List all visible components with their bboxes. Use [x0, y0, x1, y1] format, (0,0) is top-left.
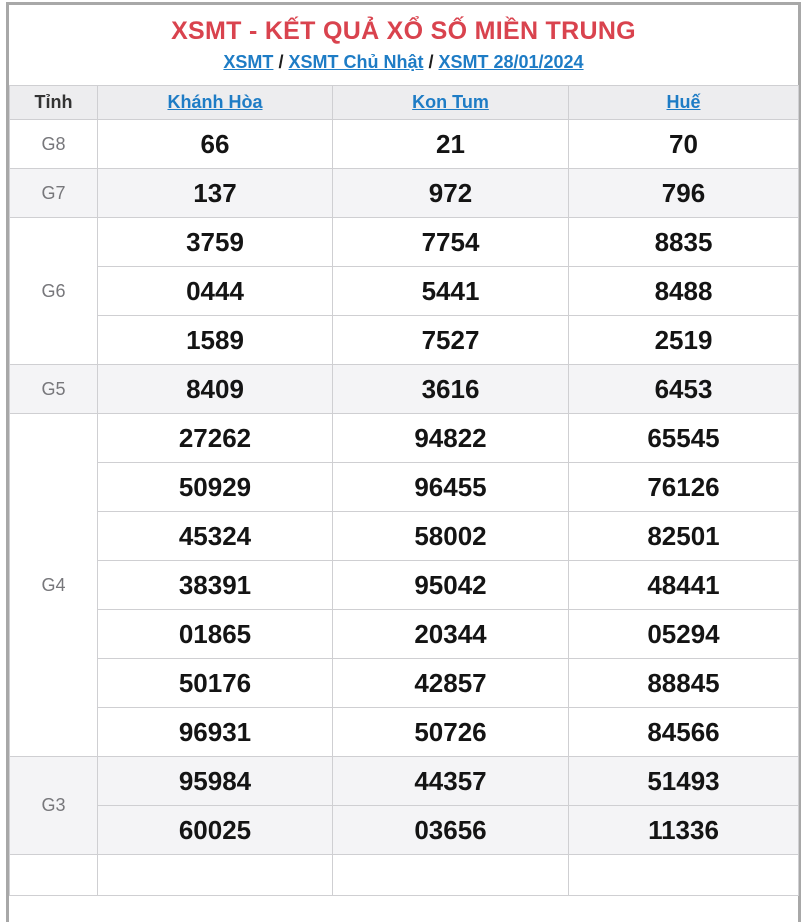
table-row: 50176 42857 88845: [10, 658, 799, 708]
table-row: G8 66 21 70: [9, 119, 799, 169]
result-number: 95984: [97, 756, 333, 806]
result-number: 45324: [97, 511, 333, 561]
result-number: 76126: [568, 462, 799, 512]
province-header: Kon Tum: [332, 85, 569, 120]
result-number: 65545: [568, 413, 799, 463]
province-header: Huế: [568, 85, 799, 120]
result-number: 796: [568, 168, 799, 218]
province-link[interactable]: Huế: [666, 92, 701, 112]
result-number: 1589: [97, 315, 333, 365]
results-table: Tỉnh Khánh Hòa Kon Tum Huế G8 66 21 70 G7 137 97…: [9, 85, 799, 896]
result-number: 70: [568, 119, 799, 169]
result-number: 6453: [568, 364, 799, 414]
table-row: 60025 03656 11336: [10, 805, 799, 855]
prize-label: G8: [9, 119, 98, 169]
table-header-row: Tỉnh Khánh Hòa Kon Tum Huế: [9, 85, 799, 120]
result-number: 8835: [568, 217, 799, 267]
result-number: 7754: [332, 217, 569, 267]
breadcrumb-separator: /: [428, 52, 434, 72]
table-row: G6 3759 7754 8835: [9, 217, 799, 365]
province-link[interactable]: Kon Tum: [412, 92, 489, 112]
result-number: 0444: [97, 266, 333, 316]
breadcrumb-separator: /: [278, 52, 284, 72]
result-number: 60025: [97, 805, 333, 855]
result-number: [332, 854, 569, 896]
result-number: 8488: [568, 266, 799, 316]
result-number: 7527: [332, 315, 569, 365]
result-number: 96931: [97, 707, 333, 757]
table-row: 50929 96455 76126: [10, 462, 799, 512]
prize-label: [9, 854, 98, 896]
result-number: 50929: [97, 462, 333, 512]
result-number: 01865: [97, 609, 333, 659]
result-number: 137: [97, 168, 333, 218]
page-frame: XSMT - KẾT QUẢ XỔ SỐ MIỀN TRUNG XSMT / XSM…: [6, 2, 801, 922]
result-number: 94822: [332, 413, 569, 463]
table-row: G7 137 972 796: [9, 168, 799, 218]
table-row: 45324 58002 82501: [10, 511, 799, 561]
result-number: 05294: [568, 609, 799, 659]
result-number: 95042: [332, 560, 569, 610]
result-number: 42857: [332, 658, 569, 708]
result-number: 50726: [332, 707, 569, 757]
table-row: G4 27262 94822 65545: [9, 413, 799, 757]
table-row: 38391 95042 48441: [10, 560, 799, 610]
result-number: [568, 854, 799, 896]
result-number: [97, 854, 333, 896]
result-number: 38391: [97, 560, 333, 610]
result-number: 03656: [332, 805, 569, 855]
page-title: XSMT - KẾT QUẢ XỔ SỐ MIỀN TRUNG: [171, 17, 636, 45]
province-column-header: Tỉnh: [9, 85, 98, 120]
breadcrumb-link-date[interactable]: XSMT 28/01/2024: [438, 52, 584, 72]
table-row: 96931 50726 84566: [10, 707, 799, 757]
result-number: 21: [332, 119, 569, 169]
result-number: 3759: [97, 217, 333, 267]
prize-label: G4: [9, 413, 98, 757]
prize-label: G6: [9, 217, 98, 365]
table-row: 0444 5441 8488: [10, 266, 799, 316]
result-number: 66: [97, 119, 333, 169]
result-number: 20344: [332, 609, 569, 659]
prize-label: G7: [9, 168, 98, 218]
result-number: 8409: [97, 364, 333, 414]
table-row: G3 95984 44357 51493: [9, 756, 799, 855]
result-number: 84566: [568, 707, 799, 757]
province-link[interactable]: Khánh Hòa: [167, 92, 263, 112]
breadcrumb: XSMT / XSMT Chủ Nhật / XSMT 28/01/2024: [9, 52, 798, 73]
result-number: 2519: [568, 315, 799, 365]
result-number: 50176: [97, 658, 333, 708]
result-number: 27262: [97, 413, 333, 463]
result-number: 51493: [568, 756, 799, 806]
prize-label: G5: [9, 364, 98, 414]
title-block: XSMT - KẾT QUẢ XỔ SỐ MIỀN TRUNG XSMT / XSM…: [9, 5, 798, 85]
table-row: 01865 20344 05294: [10, 609, 799, 659]
result-number: 88845: [568, 658, 799, 708]
result-number: 48441: [568, 560, 799, 610]
result-number: 972: [332, 168, 569, 218]
table-row: 1589 7527 2519: [10, 315, 799, 365]
result-number: 3616: [332, 364, 569, 414]
province-header: Khánh Hòa: [97, 85, 333, 120]
breadcrumb-link-weekday[interactable]: XSMT Chủ Nhật: [288, 52, 424, 72]
result-number: 58002: [332, 511, 569, 561]
table-row-partial: [9, 854, 799, 896]
result-number: 82501: [568, 511, 799, 561]
result-number: 11336: [568, 805, 799, 855]
table-row: G5 8409 3616 6453: [9, 364, 799, 414]
result-number: 5441: [332, 266, 569, 316]
prize-label: G3: [9, 756, 98, 855]
result-number: 44357: [332, 756, 569, 806]
results-body: G8 66 21 70 G7 137 972 796 G6 3759 7754 8835 0444 544…: [9, 119, 799, 896]
result-number: 96455: [332, 462, 569, 512]
breadcrumb-link-xsmt[interactable]: XSMT: [223, 52, 274, 72]
